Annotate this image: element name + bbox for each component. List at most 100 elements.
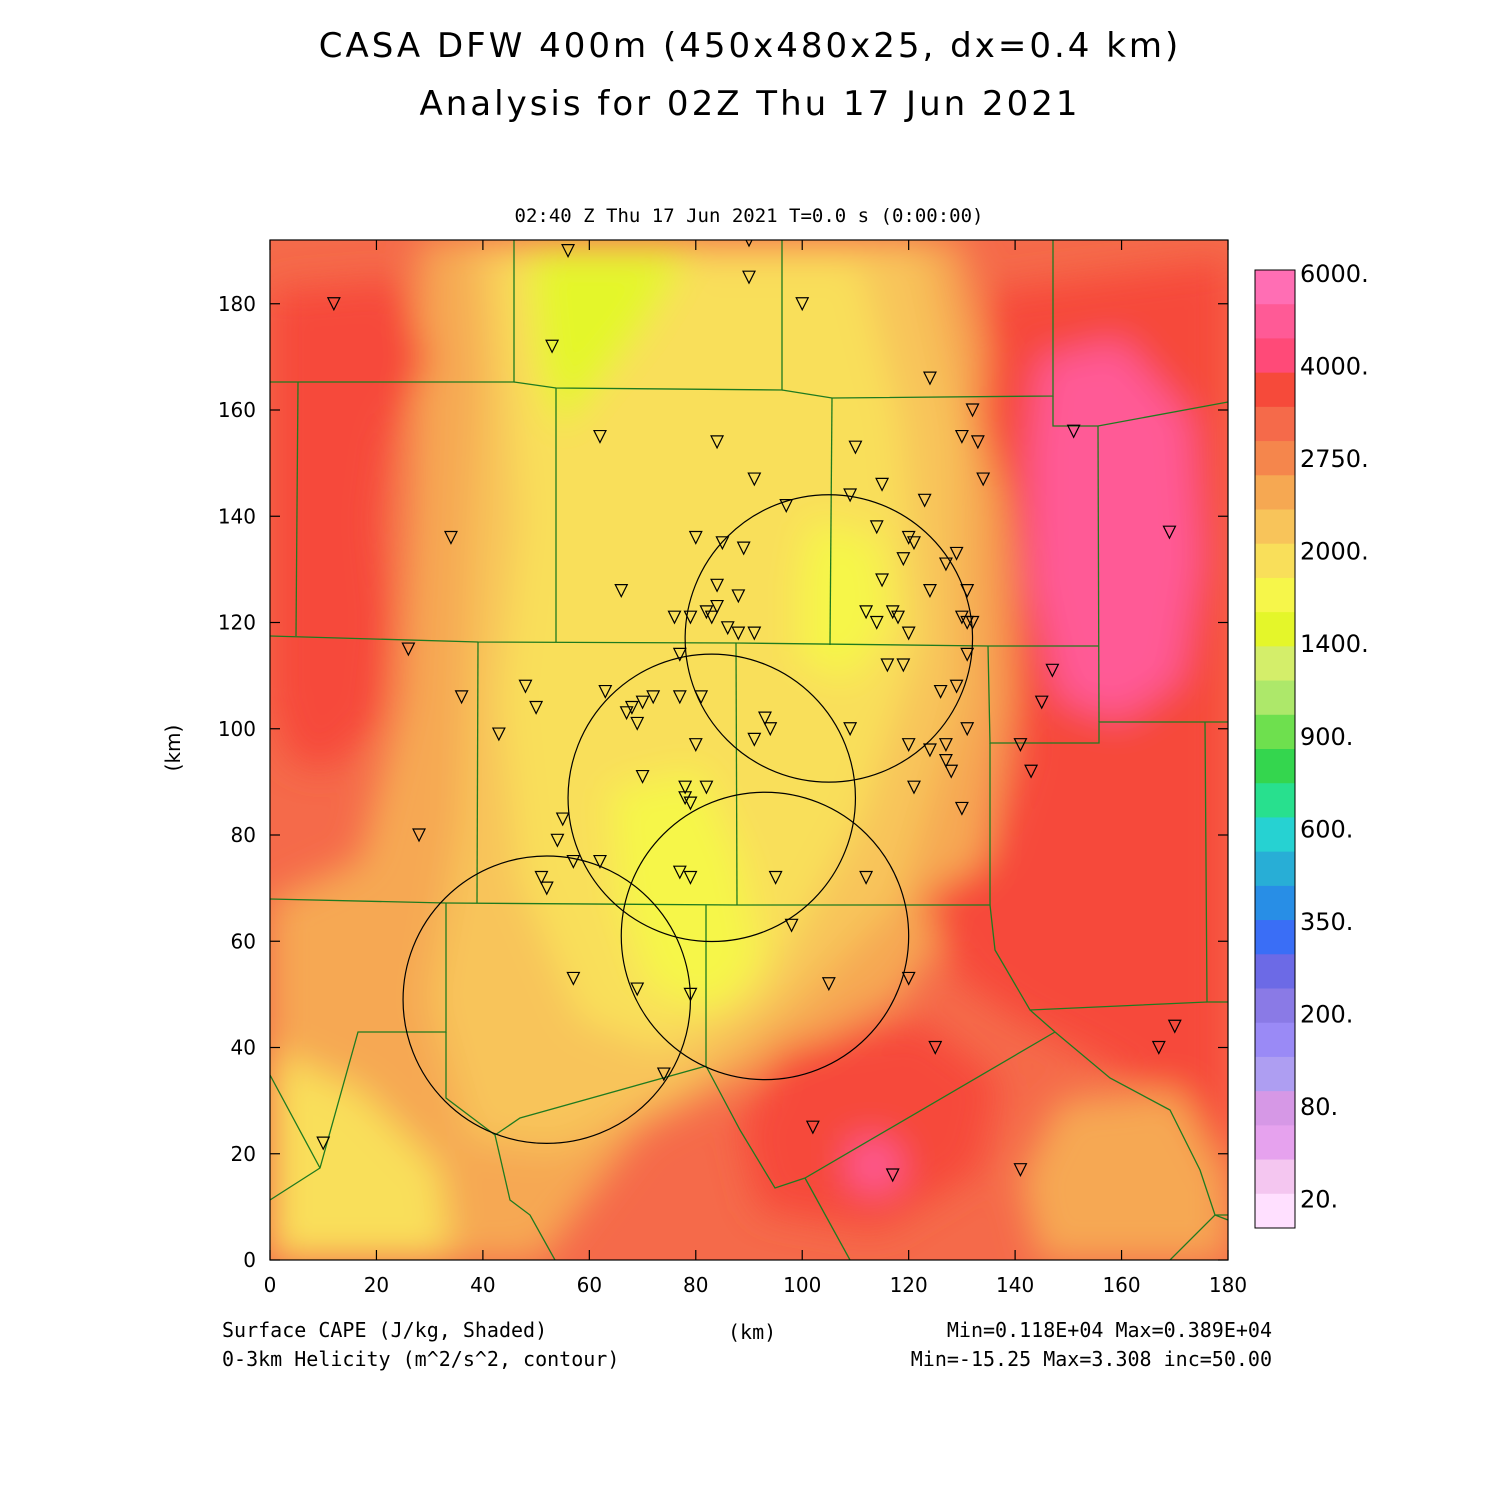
station-marker-icon: [965, 615, 980, 630]
station-marker-icon: [779, 499, 794, 513]
station-marker-icon: [970, 435, 985, 450]
station-marker-icon: [731, 626, 746, 641]
colorbar-swatch: [1255, 954, 1295, 989]
colorbar-swatch: [1255, 714, 1295, 750]
station-marker-icon: [954, 801, 969, 816]
colorbar-label: 600.: [1300, 815, 1353, 843]
station-marker-icon: [619, 706, 634, 721]
colorbar-swatch: [1255, 612, 1295, 647]
station-marker-icon: [869, 520, 884, 535]
station-marker-icon: [949, 546, 964, 561]
station-marker-icon: [848, 440, 863, 455]
x-axis: 0 20 40 60 80 100 120 140 160 180: [264, 240, 1247, 1297]
station-marker-icon: [635, 695, 650, 710]
station-marker-icon: [550, 833, 565, 848]
colorbar-swatch: [1255, 1159, 1295, 1195]
station-marker-icon: [699, 780, 714, 795]
cape-orange-southeast: [1020, 1090, 1228, 1260]
station-marker-icon: [843, 488, 858, 503]
county-line: [804, 1177, 851, 1260]
county-line: [270, 240, 515, 383]
station-marker-icon: [757, 711, 772, 726]
station-marker-icon: [529, 700, 544, 715]
station-marker-icon: [784, 918, 799, 933]
station-marker-icon: [965, 403, 980, 418]
station-marker-icon: [656, 1067, 671, 1082]
station-marker-icon: [646, 690, 661, 705]
x-tick-label: 160: [1102, 1273, 1140, 1297]
plot-frame: [269, 239, 1229, 1261]
station-marker-icon: [699, 605, 714, 620]
station-marker-icon: [875, 573, 890, 588]
station-marker-icon: [1013, 1163, 1028, 1178]
station-marker-icon: [896, 552, 911, 567]
station-marker-icon: [938, 738, 953, 753]
colorbar-swatch: [1255, 783, 1295, 818]
station-marker-icon: [704, 610, 719, 625]
y-tick-label: 180: [218, 292, 256, 316]
station-marker-icon: [907, 780, 921, 795]
county-line: [1097, 425, 1100, 723]
county-line: [494, 1134, 556, 1260]
cape-pink-max-south: [850, 1140, 905, 1195]
station-marker-icon: [960, 584, 975, 598]
county-line: [513, 240, 783, 391]
station-marker-icon: [880, 658, 895, 673]
county-line: [989, 904, 1208, 1011]
colorbar-swatch: [1255, 1193, 1295, 1229]
colorbar-label: 4000.: [1300, 353, 1369, 381]
station-marker-icon: [960, 722, 975, 737]
station-marker-icon: [1045, 663, 1060, 678]
station-marker-icon: [933, 684, 948, 699]
colorbar-swatch: [1255, 851, 1295, 887]
station-marker-icon: [922, 743, 937, 758]
station-marker-icon: [672, 865, 687, 880]
station-marker-icon: [694, 690, 709, 705]
county-line: [476, 641, 479, 904]
y-tick-label: 80: [231, 823, 256, 847]
colorbar-swatch: [1255, 920, 1295, 955]
station-marker-icon: [805, 1120, 820, 1135]
station-marker-icon: [1024, 764, 1039, 779]
y-tick-label: 160: [218, 398, 256, 422]
station-marker-icon: [624, 700, 639, 715]
station-marker-icon: [1066, 424, 1081, 439]
cape-shaded-field: [270, 240, 1228, 1260]
station-marker-icon: [917, 493, 932, 508]
station-marker-icon: [555, 812, 570, 827]
county-boundaries: [270, 240, 1228, 1260]
station-marker-icon: [763, 722, 778, 737]
county-line: [270, 1074, 321, 1169]
colorbar: 6000. 4000. 2750. 2000. 1400. 900. 600. 350. 200…: [1254, 260, 1369, 1229]
colorbar-swatch: [1255, 1091, 1295, 1126]
station-marker-icon: [901, 738, 916, 753]
station-marker-icon: [960, 647, 975, 662]
helicity-contour-ring: [567, 653, 857, 943]
station-marker-icon: [795, 297, 810, 312]
county-line: [445, 905, 707, 1136]
colorbar-label: 80.: [1300, 1093, 1338, 1121]
county-line: [295, 381, 299, 637]
colorbar-swatch: [1255, 372, 1295, 408]
colorbar-swatch: [1255, 885, 1295, 921]
station-marker-icon: [630, 982, 645, 997]
station-marker-icon: [891, 610, 905, 625]
plot-title: CASA DFW 400m (450x480x25, dx=0.4 km): [318, 26, 1182, 66]
station-marker-icon: [901, 530, 916, 545]
station-marker-icon: [683, 987, 698, 1002]
x-tick-label: 100: [783, 1273, 821, 1297]
station-marker-icon: [938, 557, 953, 572]
colorbar-label: 900.: [1300, 723, 1353, 751]
x-axis-label: (km): [728, 1320, 777, 1344]
colorbar-swatch: [1255, 509, 1295, 545]
station-marker-icon: [401, 642, 416, 657]
colorbar-label: 350.: [1300, 908, 1353, 936]
station-marker-icon: [720, 621, 735, 636]
y-tick-label: 140: [218, 504, 256, 528]
x-tick-label: 120: [890, 1273, 928, 1297]
helicity-contour-ring: [620, 791, 910, 1081]
station-marker-icon: [678, 791, 693, 806]
station-marker-icon: [561, 244, 576, 258]
station-marker-icon: [593, 429, 607, 444]
